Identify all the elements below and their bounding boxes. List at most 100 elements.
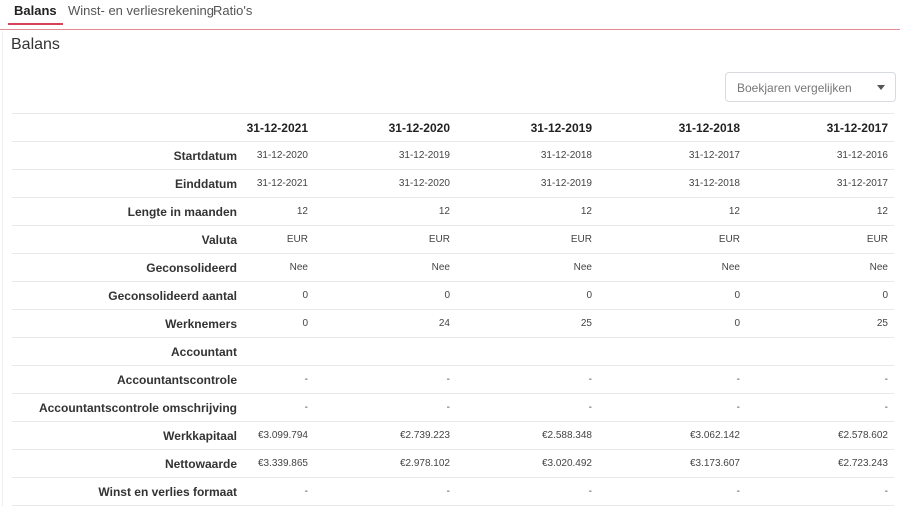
cell-value: 12 <box>244 197 314 226</box>
row-label: Werknemers <box>12 309 244 338</box>
chevron-down-icon <box>877 85 885 90</box>
cell-value: 24 <box>314 309 456 338</box>
cell-value: - <box>746 365 894 394</box>
cell-value: 25 <box>746 309 894 338</box>
cell-value <box>598 337 746 366</box>
cell-value: - <box>456 477 598 506</box>
cell-value: €3.062.142 <box>598 421 746 450</box>
cell-value: 12 <box>456 197 598 226</box>
row-label: Accountantscontrole <box>12 365 244 394</box>
cell-value: €2.578.602 <box>746 421 894 450</box>
column-header: 31-12-2017 <box>746 113 894 142</box>
cell-value: 12 <box>598 197 746 226</box>
table-row: Nettowaarde €3.339.865 €2.978.102 €3.020.49… <box>12 449 894 478</box>
row-label: Valuta <box>12 225 244 254</box>
table-row: Accountantscontrole - - - - - <box>12 365 894 394</box>
row-label: Werkkapitaal <box>12 421 244 450</box>
cell-value: - <box>456 365 598 394</box>
cell-value: EUR <box>456 225 598 254</box>
cell-value: Nee <box>456 253 598 282</box>
cell-value: - <box>314 365 456 394</box>
cell-value: EUR <box>244 225 314 254</box>
cell-value: €2.723.243 <box>746 449 894 478</box>
table-row: Lengte in maanden 12 12 12 12 12 <box>12 197 894 226</box>
cell-value <box>314 337 456 366</box>
cell-value <box>244 337 314 366</box>
cell-value: - <box>746 477 894 506</box>
cell-value: 12 <box>746 197 894 226</box>
cell-value: 31-12-2021 <box>244 169 314 198</box>
row-label: Einddatum <box>12 169 244 198</box>
cell-value: 12 <box>314 197 456 226</box>
row-label: Startdatum <box>12 141 244 170</box>
table-header-row: 31-12-2021 31-12-2020 31-12-2019 31-12-2… <box>12 113 894 142</box>
header-label-cell <box>12 113 244 142</box>
balance-table: 31-12-2021 31-12-2020 31-12-2019 31-12-2… <box>12 113 894 506</box>
balans-panel: Balans Boekjaren vergelijken 31-12-2021 … <box>2 31 900 506</box>
cell-value: 0 <box>456 281 598 310</box>
compare-years-placeholder: Boekjaren vergelijken <box>737 81 852 95</box>
column-header: 31-12-2018 <box>598 113 746 142</box>
cell-value: €3.339.865 <box>244 449 314 478</box>
tab-bar: Balans Winst- en verliesrekening Ratio's <box>0 0 900 30</box>
table-row: Accountantscontrole omschrijving - - - - - <box>12 393 894 422</box>
cell-value <box>746 337 894 366</box>
cell-value: 31-12-2020 <box>244 141 314 170</box>
cell-value: Nee <box>244 253 314 282</box>
cell-value: 31-12-2019 <box>456 169 598 198</box>
cell-value: Nee <box>314 253 456 282</box>
cell-value: - <box>746 393 894 422</box>
cell-value: - <box>598 477 746 506</box>
table-row: Geconsolideerd aantal 0 0 0 0 0 <box>12 281 894 310</box>
column-header: 31-12-2019 <box>456 113 598 142</box>
table-row: Accountant <box>12 337 894 366</box>
cell-value: €2.978.102 <box>314 449 456 478</box>
column-header: 31-12-2021 <box>244 113 314 142</box>
cell-value: 31-12-2020 <box>314 169 456 198</box>
table-row: Werknemers 0 24 25 0 25 <box>12 309 894 338</box>
row-label: Nettowaarde <box>12 449 244 478</box>
cell-value: - <box>314 393 456 422</box>
cell-value: 0 <box>244 309 314 338</box>
cell-value: - <box>598 393 746 422</box>
table-row: Startdatum 31-12-2020 31-12-2019 31-12-2018… <box>12 141 894 170</box>
table-row: Valuta EUR EUR EUR EUR EUR <box>12 225 894 254</box>
cell-value: €2.739.223 <box>314 421 456 450</box>
cell-value: EUR <box>314 225 456 254</box>
column-header: 31-12-2020 <box>314 113 456 142</box>
row-label: Accountantscontrole omschrijving <box>12 393 244 422</box>
cell-value: - <box>244 393 314 422</box>
page-title: Balans <box>11 36 60 53</box>
table-row: Einddatum 31-12-2021 31-12-2020 31-12-2019 3… <box>12 169 894 198</box>
table-row: Geconsolideerd Nee Nee Nee Nee Nee <box>12 253 894 282</box>
cell-value: 0 <box>598 309 746 338</box>
tab-winst-en-verliesrekening[interactable]: Winst- en verliesrekening <box>68 3 214 18</box>
cell-value: 31-12-2017 <box>746 169 894 198</box>
cell-value: 31-12-2017 <box>598 141 746 170</box>
cell-value: 0 <box>244 281 314 310</box>
cell-value: €3.020.492 <box>456 449 598 478</box>
cell-value: EUR <box>746 225 894 254</box>
row-label: Geconsolideerd <box>12 253 244 282</box>
cell-value: 31-12-2018 <box>598 169 746 198</box>
row-label: Lengte in maanden <box>12 197 244 226</box>
cell-value: Nee <box>746 253 894 282</box>
row-label: Winst en verlies formaat <box>12 477 244 506</box>
table-row: Werkkapitaal €3.099.794 €2.739.223 €2.588.3… <box>12 421 894 450</box>
cell-value: Nee <box>598 253 746 282</box>
cell-value: €3.173.607 <box>598 449 746 478</box>
cell-value: 0 <box>598 281 746 310</box>
tab-balans[interactable]: Balans <box>8 3 63 25</box>
row-label: Geconsolideerd aantal <box>12 281 244 310</box>
cell-value: - <box>598 365 746 394</box>
cell-value: - <box>244 477 314 506</box>
table-row: Winst en verlies formaat - - - - - <box>12 477 894 506</box>
cell-value: €3.099.794 <box>244 421 314 450</box>
tab-ratios[interactable]: Ratio's <box>213 3 253 18</box>
cell-value: 31-12-2018 <box>456 141 598 170</box>
row-label: Accountant <box>12 337 244 366</box>
cell-value: €2.588.348 <box>456 421 598 450</box>
compare-years-dropdown[interactable]: Boekjaren vergelijken <box>725 72 896 102</box>
cell-value: - <box>244 365 314 394</box>
cell-value <box>456 337 598 366</box>
